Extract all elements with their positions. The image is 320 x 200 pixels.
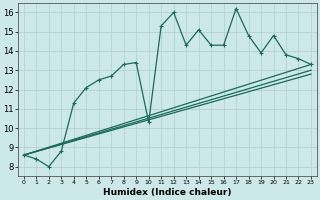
X-axis label: Humidex (Indice chaleur): Humidex (Indice chaleur) bbox=[103, 188, 232, 197]
